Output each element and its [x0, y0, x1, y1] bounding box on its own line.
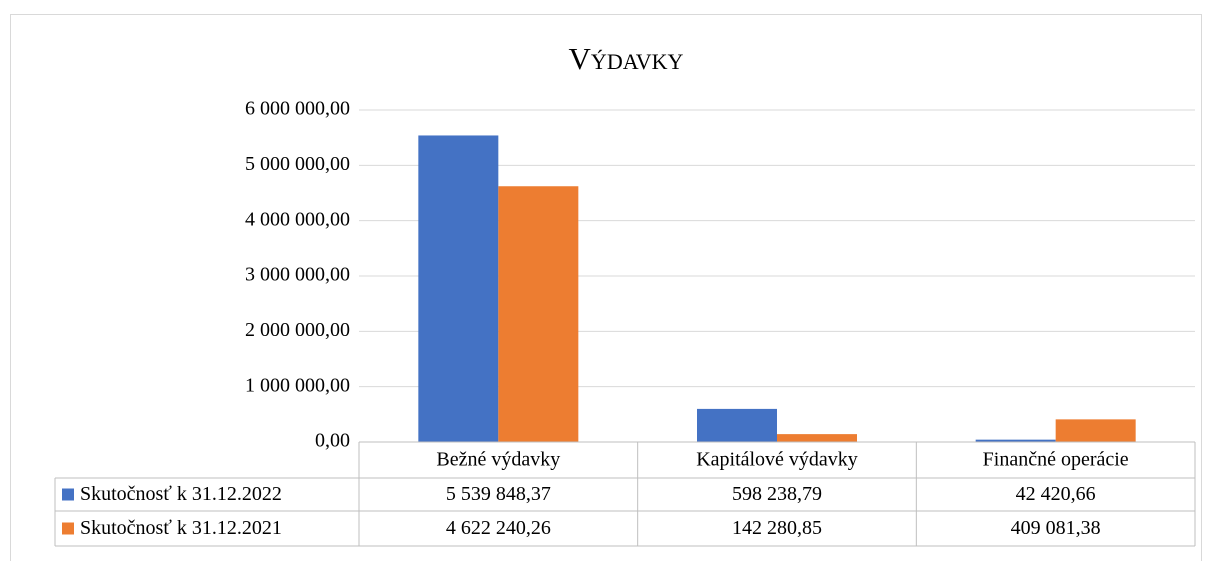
y-tick-label: 4 000 000,00: [245, 208, 350, 230]
y-tick-label: 2 000 000,00: [245, 319, 350, 341]
bar: [418, 135, 499, 442]
chart-border: [10, 14, 1202, 561]
chart-title: Výdavky: [569, 41, 684, 76]
x-tick-label: Finančné operácie: [983, 449, 1129, 471]
bar: [975, 439, 1056, 442]
table-value: 598 238,79: [732, 483, 822, 505]
y-tick-label: 1 000 000,00: [245, 374, 350, 396]
bar: [777, 434, 857, 442]
bar: [498, 186, 579, 442]
table-value: 409 081,38: [1011, 517, 1101, 539]
y-tick-label: 3 000 000,00: [245, 264, 350, 286]
bar: [697, 408, 777, 442]
table-value: 4 622 240,26: [446, 517, 551, 539]
table-value: 42 420,66: [1016, 483, 1096, 505]
y-tick-label: 6 000 000,00: [245, 98, 350, 120]
table-value: 5 539 848,37: [446, 483, 551, 505]
legend-label: Skutočnosť k 31.12.2022: [80, 483, 282, 505]
y-tick-label: 5 000 000,00: [245, 153, 350, 175]
x-tick-label: Kapitálové výdavky: [696, 449, 858, 471]
bar: [1055, 419, 1136, 442]
legend-swatch: [62, 522, 74, 535]
legend-swatch: [62, 488, 74, 501]
legend-label: Skutočnosť k 31.12.2021: [80, 517, 282, 539]
y-tick-label: 0,00: [315, 430, 350, 452]
table-value: 142 280,85: [732, 517, 822, 539]
x-tick-label: Bežné výdavky: [436, 449, 560, 471]
